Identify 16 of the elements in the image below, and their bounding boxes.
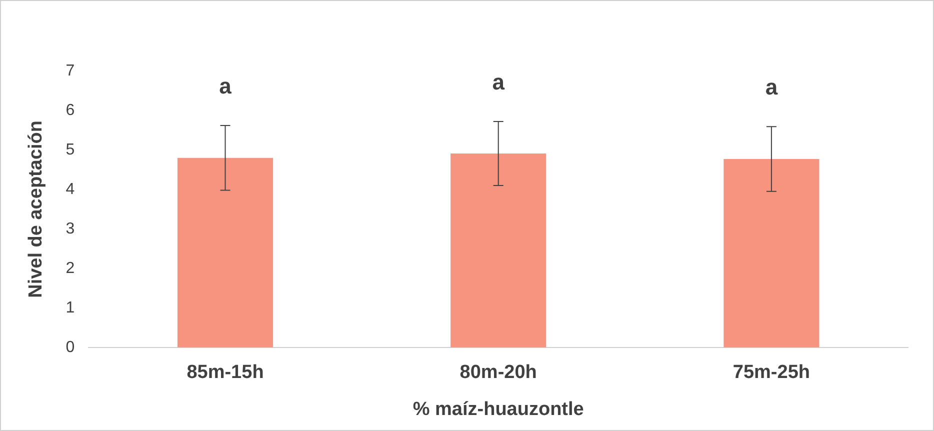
y-tick-label: 4 — [66, 180, 75, 198]
annotation: a — [492, 70, 506, 95]
x-tick-label: 80m-20h — [460, 362, 537, 384]
y-tick-label: 7 — [66, 62, 75, 80]
y-tick-label: 5 — [66, 141, 75, 158]
y-tick-label: 0 — [66, 338, 75, 356]
x-axis-title: % maíz-huauzontle — [412, 398, 584, 420]
y-tick-label: 3 — [66, 220, 75, 238]
y-tick-label: 6 — [66, 102, 75, 119]
y-tick-label: 2 — [66, 260, 75, 277]
annotation: a — [219, 74, 232, 99]
y-axis-title: Nivel de aceptación — [26, 120, 47, 298]
x-tick-label: 75m-25h — [732, 362, 810, 384]
annotation: a — [765, 74, 778, 100]
y-tick-label: 1 — [66, 299, 75, 316]
x-tick-label: 85m-15h — [186, 362, 264, 384]
